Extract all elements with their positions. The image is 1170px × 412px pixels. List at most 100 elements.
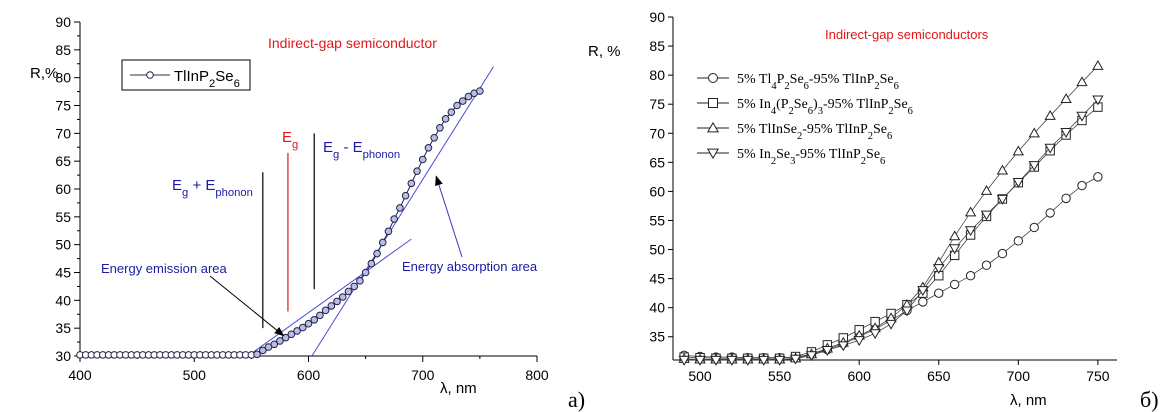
legend-part: 2	[888, 106, 893, 117]
data-point	[758, 355, 770, 366]
y-tick-label: 85	[649, 38, 665, 54]
legend-part: -95% TlInP	[809, 72, 875, 87]
y-tick-label: 75	[649, 96, 665, 112]
data-point	[287, 330, 296, 339]
data-point	[441, 115, 450, 123]
data-point	[1012, 145, 1025, 156]
data-point	[996, 164, 1009, 175]
label-sub: phonon	[363, 149, 401, 161]
legend-part: 2	[789, 106, 794, 117]
y-tick-label: 75	[55, 98, 71, 114]
y-tick-label: 55	[55, 209, 71, 225]
series-line-1	[684, 176, 1099, 359]
data-point	[948, 230, 961, 241]
legend-part: )	[813, 97, 818, 112]
data-point	[424, 144, 433, 152]
data-point	[837, 341, 849, 352]
data-point	[378, 238, 387, 247]
data-point	[1044, 109, 1056, 120]
x-tick-label: 550	[768, 368, 792, 384]
data-point	[853, 336, 865, 347]
y-tick-label: 70	[55, 125, 71, 141]
legend-marker-square	[708, 98, 718, 108]
legend-part: 3	[818, 106, 823, 117]
data-point	[1013, 236, 1024, 246]
x-tick-label: 700	[411, 367, 435, 383]
data-point	[430, 133, 438, 142]
energy-marker-label: Eg	[282, 129, 298, 151]
data-point	[917, 286, 929, 297]
data-point	[964, 226, 977, 237]
data-point	[965, 271, 976, 281]
data-point	[396, 204, 404, 212]
legend-marker	[146, 71, 154, 79]
y-tick-label: 35	[55, 320, 71, 336]
x-tick-label: 500	[688, 368, 712, 384]
data-point	[933, 264, 945, 274]
y-tick-label: 80	[55, 70, 71, 86]
chart-panel-a: 30 35 40 45 50 55 60 65 70 75 80 85 90 400 500 600 700 80…	[30, 14, 585, 412]
legend-part: -95% TlInP	[823, 97, 889, 112]
data-point	[356, 277, 364, 285]
legend-label: 5% Tl4P2Se6-95% TlInP2Se6	[737, 72, 899, 92]
data-point	[1044, 143, 1056, 154]
y-tick-label: 80	[649, 67, 665, 83]
y-tick-label: 45	[55, 265, 71, 281]
legend-part: 5% Tl	[737, 72, 771, 87]
legend-part: Se	[866, 147, 880, 162]
legend-part: Se	[880, 72, 894, 87]
y-tick-label: 70	[649, 125, 665, 141]
data-point	[253, 350, 261, 359]
data-point	[447, 108, 456, 116]
data-point	[413, 167, 421, 175]
data-point	[321, 306, 330, 315]
y-tick-label: 60	[649, 183, 665, 199]
fit-line-1	[247, 238, 412, 357]
data-point	[1012, 178, 1025, 188]
data-point	[948, 244, 961, 255]
legend-part: TlInP	[174, 68, 209, 85]
y-tick-label: 35	[649, 329, 665, 345]
legend-marker-triangle-down	[706, 148, 720, 160]
legend-part: -95% TlInP	[795, 147, 861, 162]
data-point	[694, 355, 706, 366]
data-point	[773, 355, 786, 366]
label-sub: g	[182, 187, 188, 199]
annotation-emission: Energy emission area	[101, 261, 227, 276]
data-point	[869, 329, 881, 340]
data-point	[367, 259, 376, 268]
legend-part: Se	[790, 72, 804, 87]
label-part: - E	[339, 139, 362, 156]
legend-part: 5% In	[737, 147, 771, 162]
data-point	[298, 323, 307, 332]
data-point	[453, 101, 461, 110]
legend-part: 6	[808, 106, 813, 117]
data-point	[390, 215, 398, 223]
y-axis-title: R, %	[588, 43, 621, 60]
data-point	[310, 316, 319, 324]
data-point	[901, 306, 913, 317]
data-point	[981, 260, 992, 270]
y-tick-label: 90	[55, 14, 71, 30]
data-point	[333, 297, 341, 306]
energy-marker-label: Eg + Ephonon	[172, 177, 253, 199]
x-tick-label: 400	[68, 367, 92, 383]
y-tick-label: 55	[649, 212, 665, 228]
legend-part: Se	[776, 147, 790, 162]
data-point	[980, 184, 993, 195]
y-tick-label: 50	[649, 242, 665, 258]
data-point	[1061, 193, 1071, 204]
legend-part: 2	[861, 156, 866, 167]
x-tick-label: 700	[1007, 368, 1031, 384]
data-point	[338, 293, 347, 301]
x-axis-title: λ, nm	[440, 380, 477, 397]
legend-part: 2	[771, 156, 776, 167]
data-point	[1028, 127, 1040, 138]
data-point	[476, 87, 484, 95]
data-point	[384, 227, 393, 236]
data-point	[742, 355, 754, 366]
y-tick-label: 90	[649, 9, 665, 25]
y-tick-label: 65	[55, 153, 71, 169]
x-tick-label: 800	[525, 367, 549, 383]
